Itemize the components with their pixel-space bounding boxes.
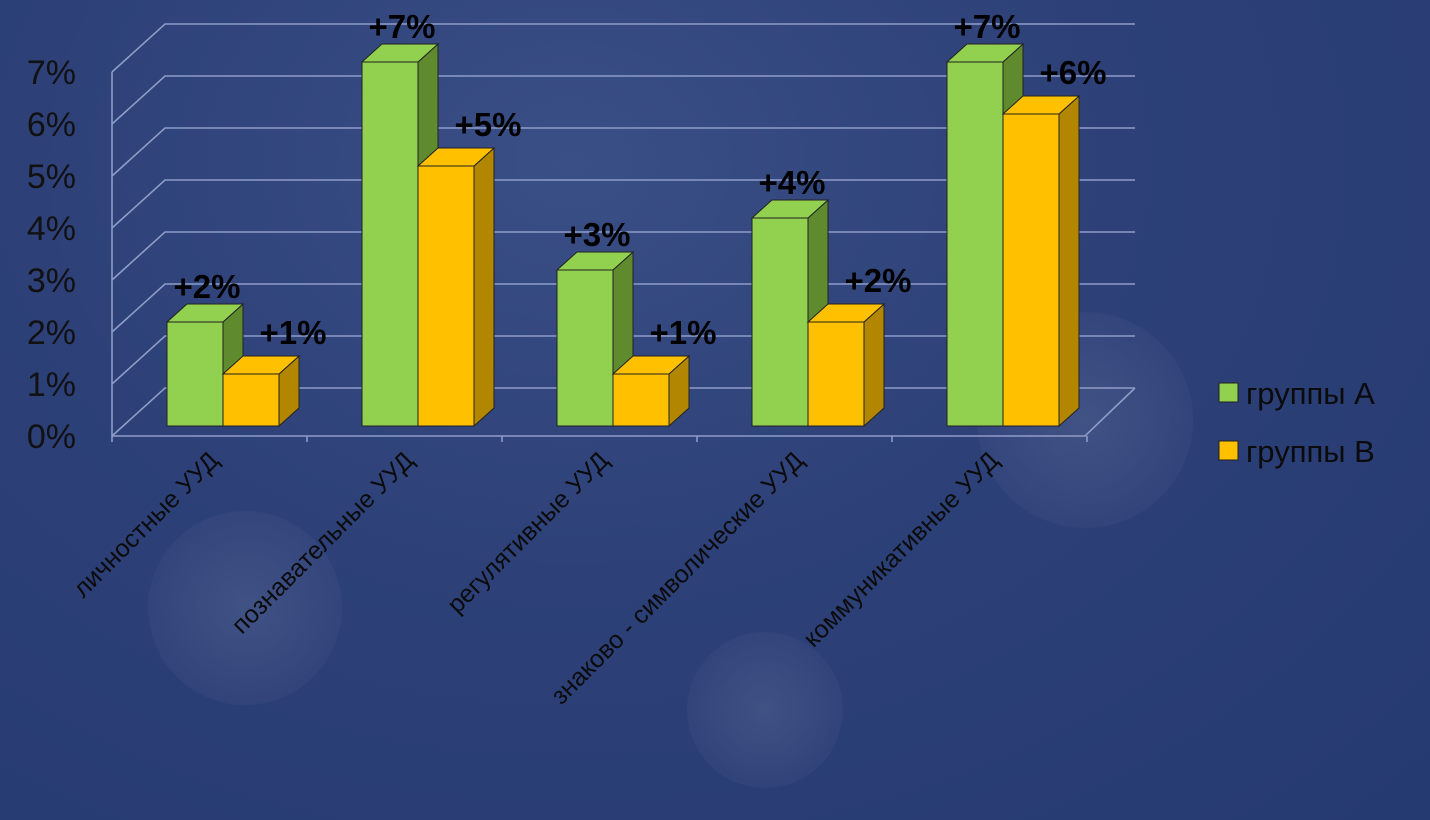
legend-label: группы А xyxy=(1246,376,1375,411)
bar xyxy=(416,146,496,428)
gridline xyxy=(111,127,1135,177)
bar xyxy=(360,42,440,428)
bar xyxy=(1001,94,1081,428)
category-label: регулятивные УУД xyxy=(442,446,615,619)
floor-edge xyxy=(112,387,1136,437)
gridlines xyxy=(111,23,1136,442)
gridline xyxy=(111,23,1135,73)
y-tick-label: 3% xyxy=(27,262,76,300)
data-label: +7% xyxy=(369,8,436,45)
data-labels: +2% +1% +7% +5% +3% +1% +4% +2% +7% +6% xyxy=(174,8,1107,351)
data-label: +2% xyxy=(845,262,912,299)
data-label: +3% xyxy=(564,216,631,253)
y-tick-label: 1% xyxy=(27,366,76,404)
y-axis: 0% 1% 2% 3% 4% 5% 6% 7% xyxy=(27,54,76,456)
data-label: +5% xyxy=(455,106,522,143)
y-tick-label: 2% xyxy=(27,314,76,352)
data-label: +7% xyxy=(954,8,1021,45)
gridline xyxy=(111,75,1135,125)
data-label: +1% xyxy=(260,314,327,351)
bar xyxy=(611,354,691,428)
y-tick-label: 6% xyxy=(27,106,76,144)
bar xyxy=(221,354,301,428)
bars xyxy=(165,42,1081,428)
gridline xyxy=(111,179,1135,229)
data-label: +4% xyxy=(759,164,826,201)
data-label: +1% xyxy=(650,314,717,351)
bar xyxy=(165,302,245,428)
y-tick-label: 4% xyxy=(27,210,76,248)
legend: группы А группы В xyxy=(1218,376,1375,469)
legend-swatch xyxy=(1218,440,1239,461)
y-tick-label: 7% xyxy=(27,54,76,92)
legend-swatch xyxy=(1218,382,1239,403)
y-tick-label: 5% xyxy=(27,158,76,196)
y-tick-label: 0% xyxy=(27,418,76,456)
data-label: +2% xyxy=(174,268,241,305)
data-label: +6% xyxy=(1040,54,1107,91)
legend-label: группы В xyxy=(1246,434,1375,469)
category-label: коммуникативные УУД xyxy=(798,446,1004,652)
bar xyxy=(806,302,886,428)
